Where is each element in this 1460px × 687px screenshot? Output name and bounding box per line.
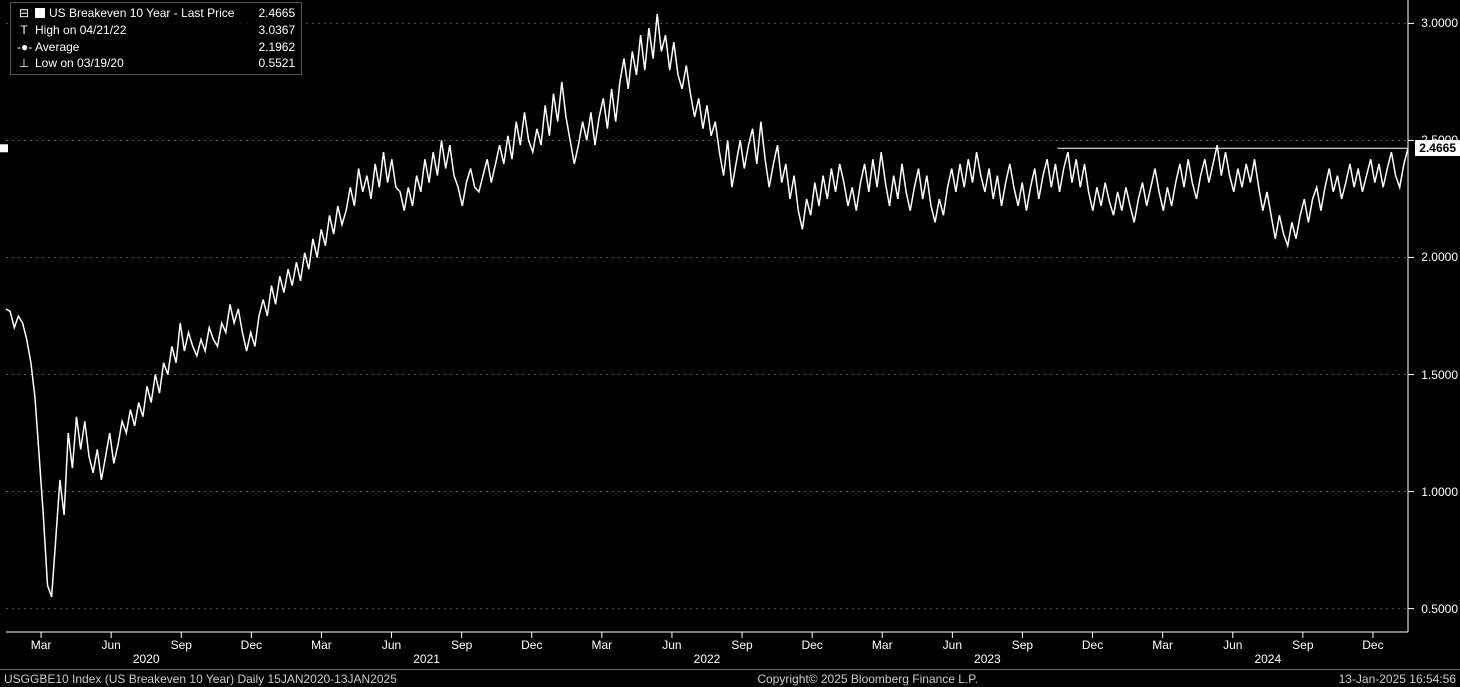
series-swatch (35, 8, 45, 18)
last-price-value: 2.4665 (1419, 141, 1456, 155)
xtick-month-label: Dec (1082, 638, 1103, 652)
legend-title-label: US Breakeven 10 Year - Last Price (49, 5, 234, 22)
legend-stat-icon: ⊥ (17, 55, 31, 72)
xtick-month-label: Sep (731, 638, 752, 652)
xtick-month-label: Mar (311, 638, 332, 652)
ytick-label: 3.0000 (1421, 16, 1458, 30)
xtick-year-label: 2023 (974, 652, 1001, 666)
chart-container: ⊟ US Breakeven 10 Year - Last Price 2.46… (0, 0, 1460, 687)
footer-bar: USGGBE10 Index (US Breakeven 10 Year) Da… (0, 669, 1460, 687)
legend-stat-value: 0.5521 (234, 55, 295, 72)
xtick-month-label: Mar (872, 638, 893, 652)
ytick-label: 1.5000 (1421, 368, 1458, 382)
xtick-year-label: 2024 (1254, 652, 1281, 666)
chart-svg (0, 0, 1460, 668)
legend-stat-row: -●- Average 2.1962 (17, 39, 295, 56)
ytick-label: 2.0000 (1421, 250, 1458, 264)
expand-icon[interactable]: ⊟ (17, 5, 31, 22)
xtick-month-label: Sep (171, 638, 192, 652)
legend-title-value: 2.4665 (234, 5, 295, 22)
xtick-month-label: Jun (1223, 638, 1242, 652)
xtick-month-label: Dec (521, 638, 542, 652)
xtick-month-label: Mar (592, 638, 613, 652)
legend-stat-icon: -●- (17, 39, 31, 56)
xtick-month-label: Dec (241, 638, 262, 652)
xtick-month-label: Mar (1152, 638, 1173, 652)
xtick-month-label: Dec (1362, 638, 1383, 652)
xtick-year-label: 2022 (694, 652, 721, 666)
last-price-tag: 2.4665 (1415, 140, 1460, 156)
xtick-year-label: 2020 (133, 652, 160, 666)
ytick-label: 0.5000 (1421, 602, 1458, 616)
legend-stat-value: 3.0367 (234, 22, 295, 39)
legend-stat-icon: T (17, 22, 31, 39)
legend-stat-label: High on 04/21/22 (35, 22, 126, 39)
xtick-month-label: Mar (31, 638, 52, 652)
footer-left: USGGBE10 Index (US Breakeven 10 Year) Da… (4, 672, 397, 686)
legend-title-row: ⊟ US Breakeven 10 Year - Last Price 2.46… (17, 5, 295, 22)
legend-stat-row: ⊥Low on 03/19/20 0.5521 (17, 55, 295, 72)
xtick-month-label: Jun (101, 638, 120, 652)
xtick-month-label: Sep (451, 638, 472, 652)
legend-stat-value: 2.1962 (234, 39, 295, 56)
footer-center: Copyright© 2025 Bloomberg Finance L.P. (397, 672, 1339, 686)
xtick-month-label: Jun (662, 638, 681, 652)
legend-stat-label: Low on 03/19/20 (35, 55, 124, 72)
price-line (6, 14, 1408, 597)
legend-stat-row: THigh on 04/21/22 3.0367 (17, 22, 295, 39)
xtick-month-label: Sep (1012, 638, 1033, 652)
xtick-month-label: Jun (943, 638, 962, 652)
xtick-month-label: Dec (801, 638, 822, 652)
footer-right: 13-Jan-2025 16:54:56 (1339, 672, 1456, 686)
legend-box: ⊟ US Breakeven 10 Year - Last Price 2.46… (10, 2, 302, 75)
xtick-month-label: Jun (382, 638, 401, 652)
xtick-month-label: Sep (1292, 638, 1313, 652)
legend-stat-label: Average (35, 39, 79, 56)
xtick-year-label: 2021 (413, 652, 440, 666)
ytick-label: 1.0000 (1421, 485, 1458, 499)
